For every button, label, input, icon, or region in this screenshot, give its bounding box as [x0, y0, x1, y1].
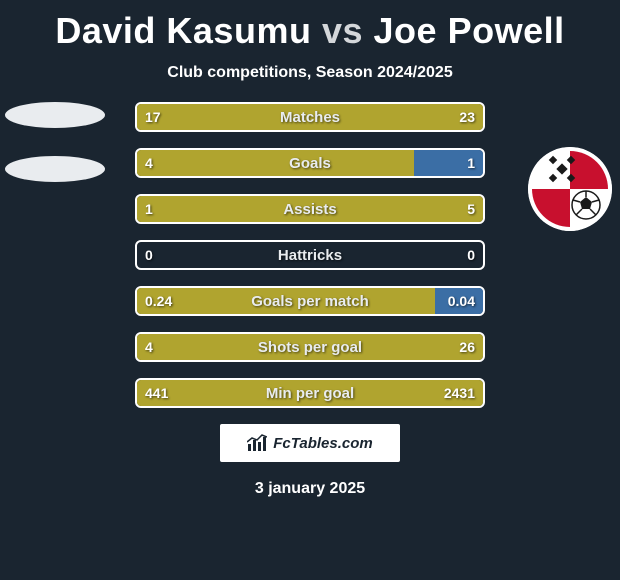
- player1-badge: [5, 102, 95, 210]
- bar-fill-right: [282, 104, 483, 130]
- bar-track: [135, 286, 485, 316]
- player1-name: David Kasumu: [55, 10, 311, 51]
- club-oval-icon: [5, 156, 105, 182]
- bar-fill-left: [137, 288, 435, 314]
- club-crest-icon: [528, 147, 612, 231]
- bar-fill-left: [137, 196, 196, 222]
- bar-track: [135, 378, 485, 408]
- bar-fill-left: [137, 380, 189, 406]
- subtitle: Club competitions, Season 2024/2025: [0, 64, 620, 82]
- stat-row: Goals41: [135, 148, 485, 178]
- stats-bars: Matches1723 Goals41 Assists15 Hattricks00 Go…: [135, 102, 485, 408]
- stat-row: Min per goal4412431: [135, 378, 485, 408]
- date: 3 january 2025: [0, 480, 620, 498]
- bar-track: [135, 240, 485, 270]
- stat-row: Shots per goal426: [135, 332, 485, 362]
- bar-track: [135, 102, 485, 132]
- branding-text: FcTables.com: [273, 435, 372, 452]
- stat-row: Matches1723: [135, 102, 485, 132]
- bar-fill-left: [137, 104, 282, 130]
- stat-row: Goals per match0.240.04: [135, 286, 485, 316]
- bar-fill-left: [137, 150, 414, 176]
- player2-name: Joe Powell: [374, 10, 565, 51]
- bar-fill-right: [414, 150, 483, 176]
- bar-track: [135, 148, 485, 178]
- bar-fill-left: [137, 334, 182, 360]
- stat-row: Hattricks00: [135, 240, 485, 270]
- bar-track: [135, 332, 485, 362]
- vs-label: vs: [322, 10, 363, 51]
- player2-badge: [525, 147, 615, 231]
- branding: FcTables.com: [220, 424, 400, 462]
- comparison-arena: Matches1723 Goals41 Assists15 Hattricks00 Go…: [0, 102, 620, 408]
- bar-fill-right: [196, 196, 483, 222]
- club-oval-icon: [5, 102, 105, 128]
- bar-fill-right: [182, 334, 483, 360]
- branding-chart-icon: [247, 434, 267, 452]
- bar-fill-right: [435, 288, 483, 314]
- stat-row: Assists15: [135, 194, 485, 224]
- comparison-title: David Kasumu vs Joe Powell: [0, 0, 620, 52]
- bar-fill-right: [189, 380, 483, 406]
- bar-track: [135, 194, 485, 224]
